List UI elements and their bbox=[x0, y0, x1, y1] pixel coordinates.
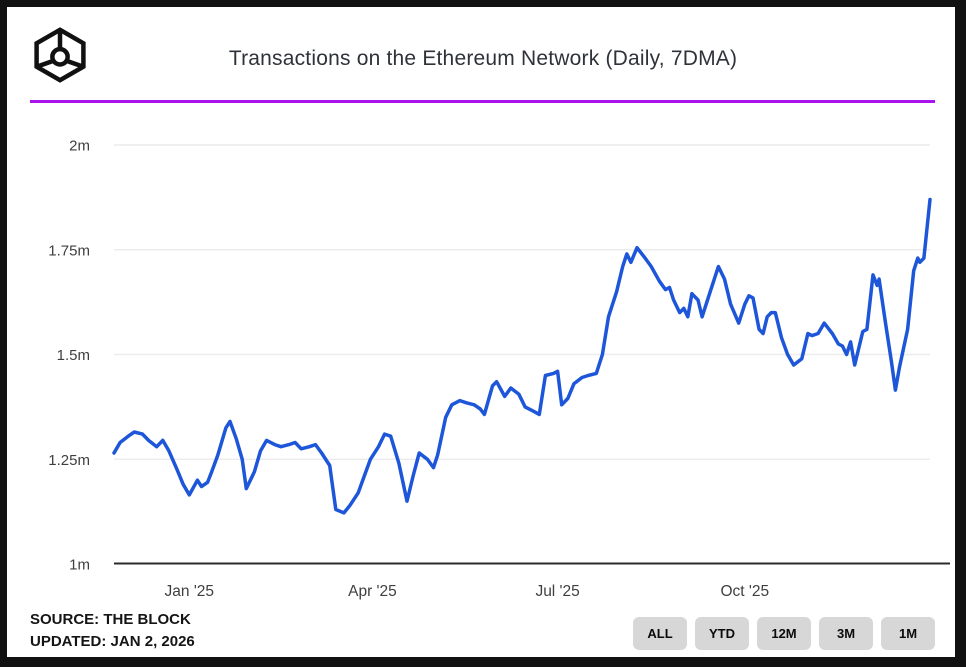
series-line-transactions bbox=[112, 197, 932, 515]
x-tick-label: Apr '25 bbox=[348, 583, 397, 600]
range-button-ytd[interactable]: YTD bbox=[695, 617, 749, 650]
page-title: Transactions on the Ethereum Network (Da… bbox=[228, 47, 738, 70]
range-button-3m[interactable]: 3M bbox=[819, 617, 873, 650]
x-tick-label: Jul '25 bbox=[535, 583, 579, 600]
range-selector: ALL YTD 12M 3M 1M bbox=[633, 617, 935, 650]
y-tick-label: 1.75m bbox=[48, 242, 90, 259]
range-button-1m[interactable]: 1M bbox=[881, 617, 935, 650]
source-label: SOURCE: THE BLOCK bbox=[30, 611, 191, 628]
y-tick-label: 1m bbox=[69, 557, 90, 574]
the-block-logo-icon bbox=[34, 27, 86, 83]
y-tick-label: 2m bbox=[69, 138, 90, 155]
range-button-all[interactable]: ALL bbox=[633, 617, 687, 650]
accent-divider bbox=[30, 100, 935, 103]
chart-frame bbox=[7, 7, 955, 657]
range-button-12m[interactable]: 12M bbox=[757, 617, 811, 650]
y-tick-label: 1.5m bbox=[57, 347, 90, 364]
x-tick-label: Jan '25 bbox=[165, 583, 215, 600]
footer-attribution: SOURCE: THE BLOCK UPDATED: JAN 2, 2026 bbox=[30, 609, 195, 653]
x-tick-label: Oct '25 bbox=[721, 583, 770, 600]
y-tick-label: 1.25m bbox=[48, 452, 90, 469]
updated-label: UPDATED: JAN 2, 2026 bbox=[30, 633, 195, 650]
